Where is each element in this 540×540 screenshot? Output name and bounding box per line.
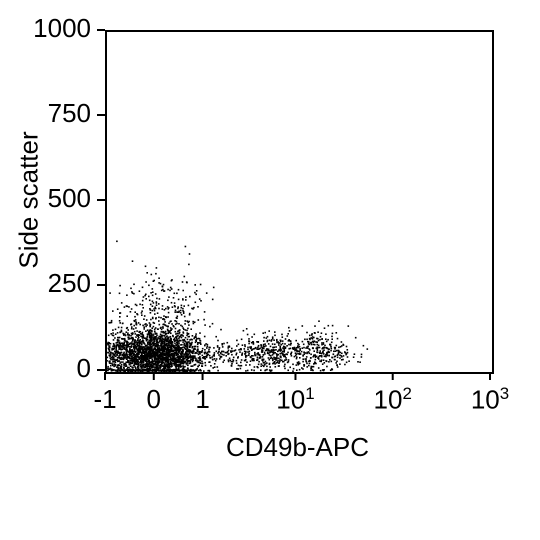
flow-cytometry-scatter: -10110110210302505007501000CD49b-APCSide…	[0, 0, 540, 540]
y-axis-label: Side scatter	[14, 131, 45, 268]
x-axis-label: CD49b-APC	[226, 432, 369, 463]
scatter-points	[107, 32, 492, 372]
plot-area	[105, 30, 494, 374]
